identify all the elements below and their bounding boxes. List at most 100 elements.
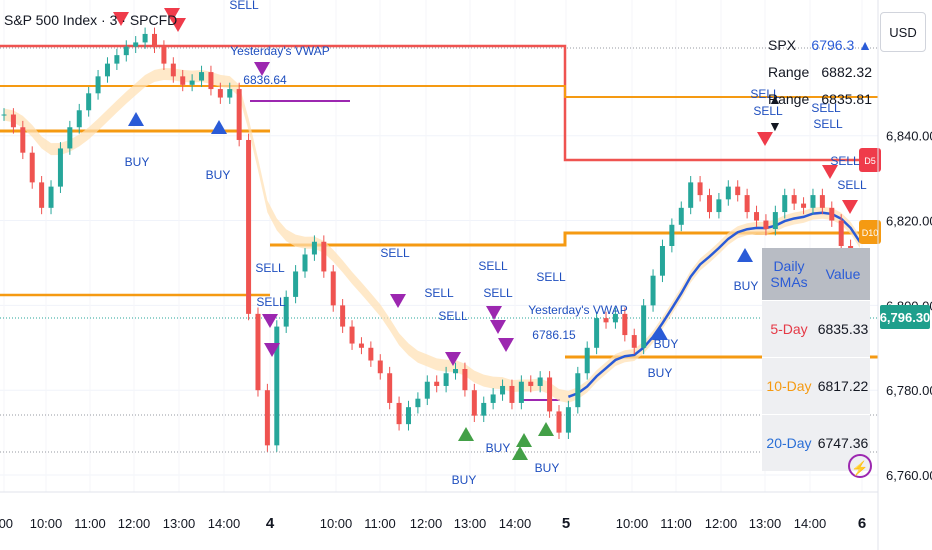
sell-marker xyxy=(170,18,186,32)
signal-label: SELL xyxy=(255,261,285,275)
candle xyxy=(396,396,402,431)
candle xyxy=(180,69,186,92)
chart-title: S&P 500 Index · 3 · SPCFD xyxy=(4,12,178,28)
candle xyxy=(142,27,148,49)
candle-body xyxy=(556,411,562,433)
candle xyxy=(509,379,515,410)
candle xyxy=(293,265,299,304)
candle-body xyxy=(612,313,618,323)
candle xyxy=(678,201,684,232)
sma-label: 20-Day xyxy=(766,435,812,451)
candle xyxy=(20,120,26,160)
info-row-range-up: Range ▲ 6882.32 xyxy=(768,59,876,107)
x-tick-label: 12:00 xyxy=(118,516,151,531)
candle-body xyxy=(10,114,16,128)
candle xyxy=(48,180,54,215)
lightning-icon[interactable]: ⚡ xyxy=(848,454,872,478)
candle-body xyxy=(39,182,45,208)
signal-markers: D5 D10 xyxy=(113,8,881,460)
candle-body xyxy=(349,326,355,344)
level-orange-mid xyxy=(270,231,878,247)
sell-marker xyxy=(164,8,180,22)
candle-body xyxy=(481,402,487,416)
signal-label: SELL xyxy=(837,178,867,192)
sma-value: 6835.33 xyxy=(817,321,869,337)
buy-marker xyxy=(737,248,753,262)
candle xyxy=(368,341,374,367)
currency-button[interactable]: USD xyxy=(880,12,926,52)
candle xyxy=(434,375,440,393)
candle-body xyxy=(791,195,797,204)
vwap-label: Yesterday's VWAP xyxy=(230,44,329,58)
candle-body xyxy=(152,33,158,47)
candle xyxy=(669,218,675,253)
level-orange-upper xyxy=(0,85,878,98)
candle-body xyxy=(735,186,741,196)
price-tag-box xyxy=(880,305,930,329)
x-tick-label: 10:00 xyxy=(616,516,649,531)
sma20-line xyxy=(567,211,862,399)
signal-label: BUY xyxy=(654,337,679,351)
level-flag: D10 xyxy=(859,220,881,244)
candle xyxy=(217,82,223,104)
candle xyxy=(321,235,327,278)
flag-box xyxy=(859,148,881,172)
candle xyxy=(801,197,807,215)
candle-body xyxy=(518,381,524,403)
y-tick-label: 6,780.00 xyxy=(886,383,932,398)
candle-body xyxy=(330,271,336,306)
candle xyxy=(594,311,600,355)
sma-table: Daily SMAs Value 5-Day 6835.33 10-Day 6817.… xyxy=(762,248,870,471)
candle-body xyxy=(161,46,167,64)
candle xyxy=(631,328,637,355)
candle xyxy=(462,362,468,397)
signal-label: SELL xyxy=(811,101,841,115)
signal-label: SELL xyxy=(536,270,566,284)
signal-label: SELL xyxy=(424,286,454,300)
candle-body xyxy=(170,63,176,77)
candle xyxy=(735,180,741,202)
candle-body xyxy=(377,360,383,374)
buy-marker xyxy=(652,326,668,340)
candle xyxy=(57,142,63,193)
candle-body xyxy=(462,369,468,391)
sell-marker xyxy=(390,294,406,308)
signal-label: SELL xyxy=(478,259,508,273)
candle xyxy=(405,400,411,431)
vwap-label: Yesterday's VWAP xyxy=(528,303,627,317)
candle xyxy=(537,371,543,393)
sell-marker xyxy=(757,132,773,146)
candle xyxy=(152,27,158,54)
candle xyxy=(67,120,73,155)
candle-body xyxy=(772,212,778,230)
x-tick-label: 13:00 xyxy=(454,516,487,531)
candle-body xyxy=(603,318,609,323)
signal-label: BUY xyxy=(486,441,511,455)
candle xyxy=(104,57,110,83)
candle xyxy=(490,388,496,410)
candle xyxy=(208,65,214,96)
signal-label: BUY xyxy=(734,279,759,293)
candle xyxy=(556,405,562,439)
y-tick-label: 6,840.00 xyxy=(886,129,932,144)
candle xyxy=(340,299,346,333)
candle-body xyxy=(453,369,459,374)
candle xyxy=(302,248,308,278)
signal-labels: SELL BUY BUY SELL SELL SELL SELL SELL SELL SELL SE… xyxy=(125,0,867,487)
x-tick-label: 10:00 xyxy=(320,516,353,531)
candle xyxy=(76,103,82,134)
candle-body xyxy=(208,72,214,90)
candle xyxy=(330,265,336,312)
candle-body xyxy=(293,271,299,297)
sma-value: 6747.36 xyxy=(817,435,869,451)
candle xyxy=(29,146,35,189)
candle-body xyxy=(405,407,411,425)
x-tick-label: 11:00 xyxy=(74,516,106,531)
candle-body xyxy=(716,199,722,213)
candle-body xyxy=(547,377,553,412)
y-tick-label: 6,760.00 xyxy=(886,468,932,483)
candle-body xyxy=(86,93,92,111)
candle xyxy=(829,201,835,227)
buy-marker xyxy=(128,112,144,126)
